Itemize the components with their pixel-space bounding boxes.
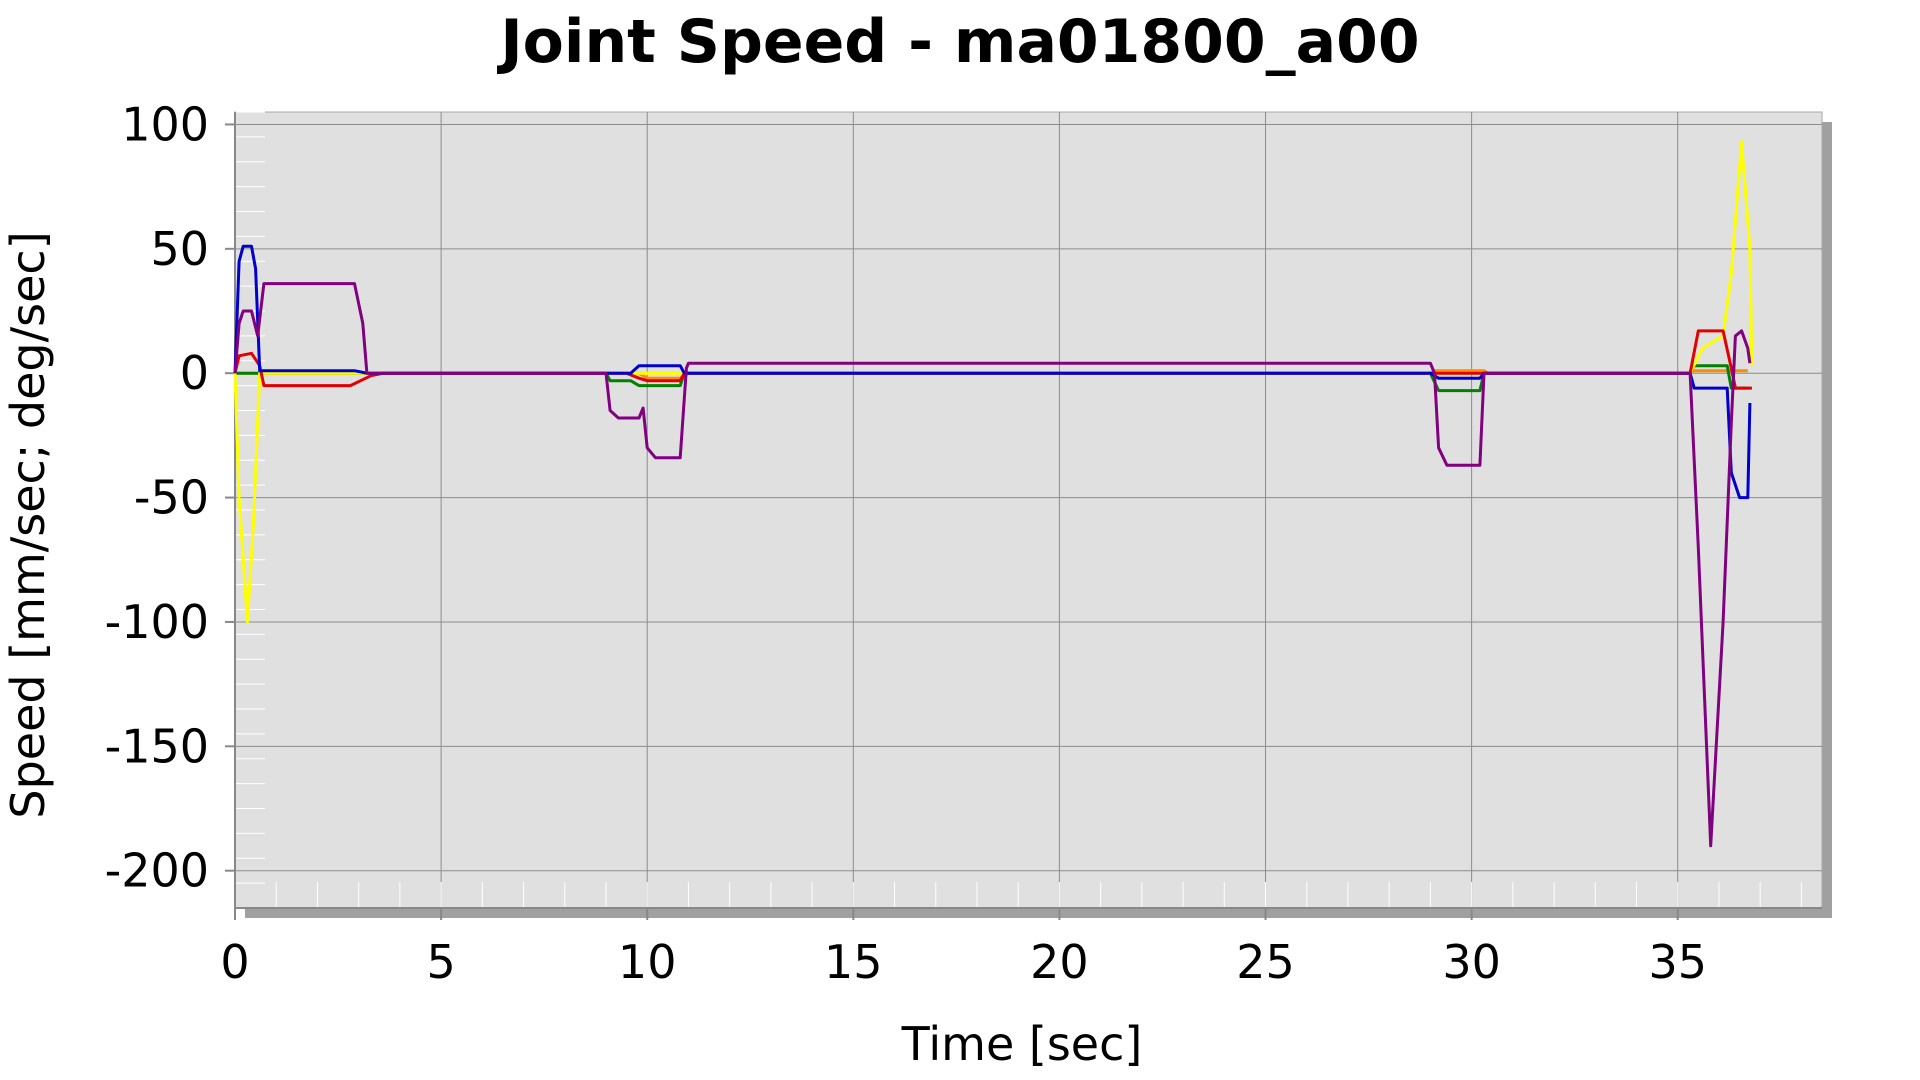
x-tick-label: 30: [1442, 935, 1501, 989]
x-tick-label: 0: [220, 935, 249, 989]
chart-title: Joint Speed - ma01800_a00: [496, 7, 1419, 77]
x-tick-label: 15: [824, 935, 883, 989]
y-tick-label: -200: [105, 844, 209, 898]
series-line-3: [233, 140, 1754, 624]
minor-ticks: [234, 111, 1802, 909]
y-tick-label: 0: [180, 346, 209, 400]
y-tick-label: 100: [121, 97, 209, 151]
x-tick-label: 35: [1648, 935, 1707, 989]
y-axis-label: Speed [mm/sec; deg/sec]: [1, 231, 55, 818]
y-tick-label: -100: [105, 595, 209, 649]
series-lines: [233, 140, 1754, 848]
y-tick-label: -50: [134, 471, 209, 525]
plot-area: [234, 111, 1823, 909]
x-tick-label: 10: [618, 935, 677, 989]
x-tick-label: 25: [1236, 935, 1295, 989]
series-line-5: [233, 244, 1752, 500]
axes: [225, 112, 1822, 920]
y-tick-label: 50: [150, 222, 209, 276]
series-line-6: [233, 282, 1752, 848]
x-axis-label: Time [sec]: [901, 1017, 1143, 1071]
x-tick-label: 20: [1030, 935, 1089, 989]
x-tick-labels: 0 5 10 15 20 25 30 35: [220, 935, 1707, 989]
x-tick-label: 5: [426, 935, 455, 989]
y-tick-label: -150: [105, 719, 209, 773]
y-tick-labels: 100 50 0 -50 -100 -150 -200: [105, 97, 209, 897]
